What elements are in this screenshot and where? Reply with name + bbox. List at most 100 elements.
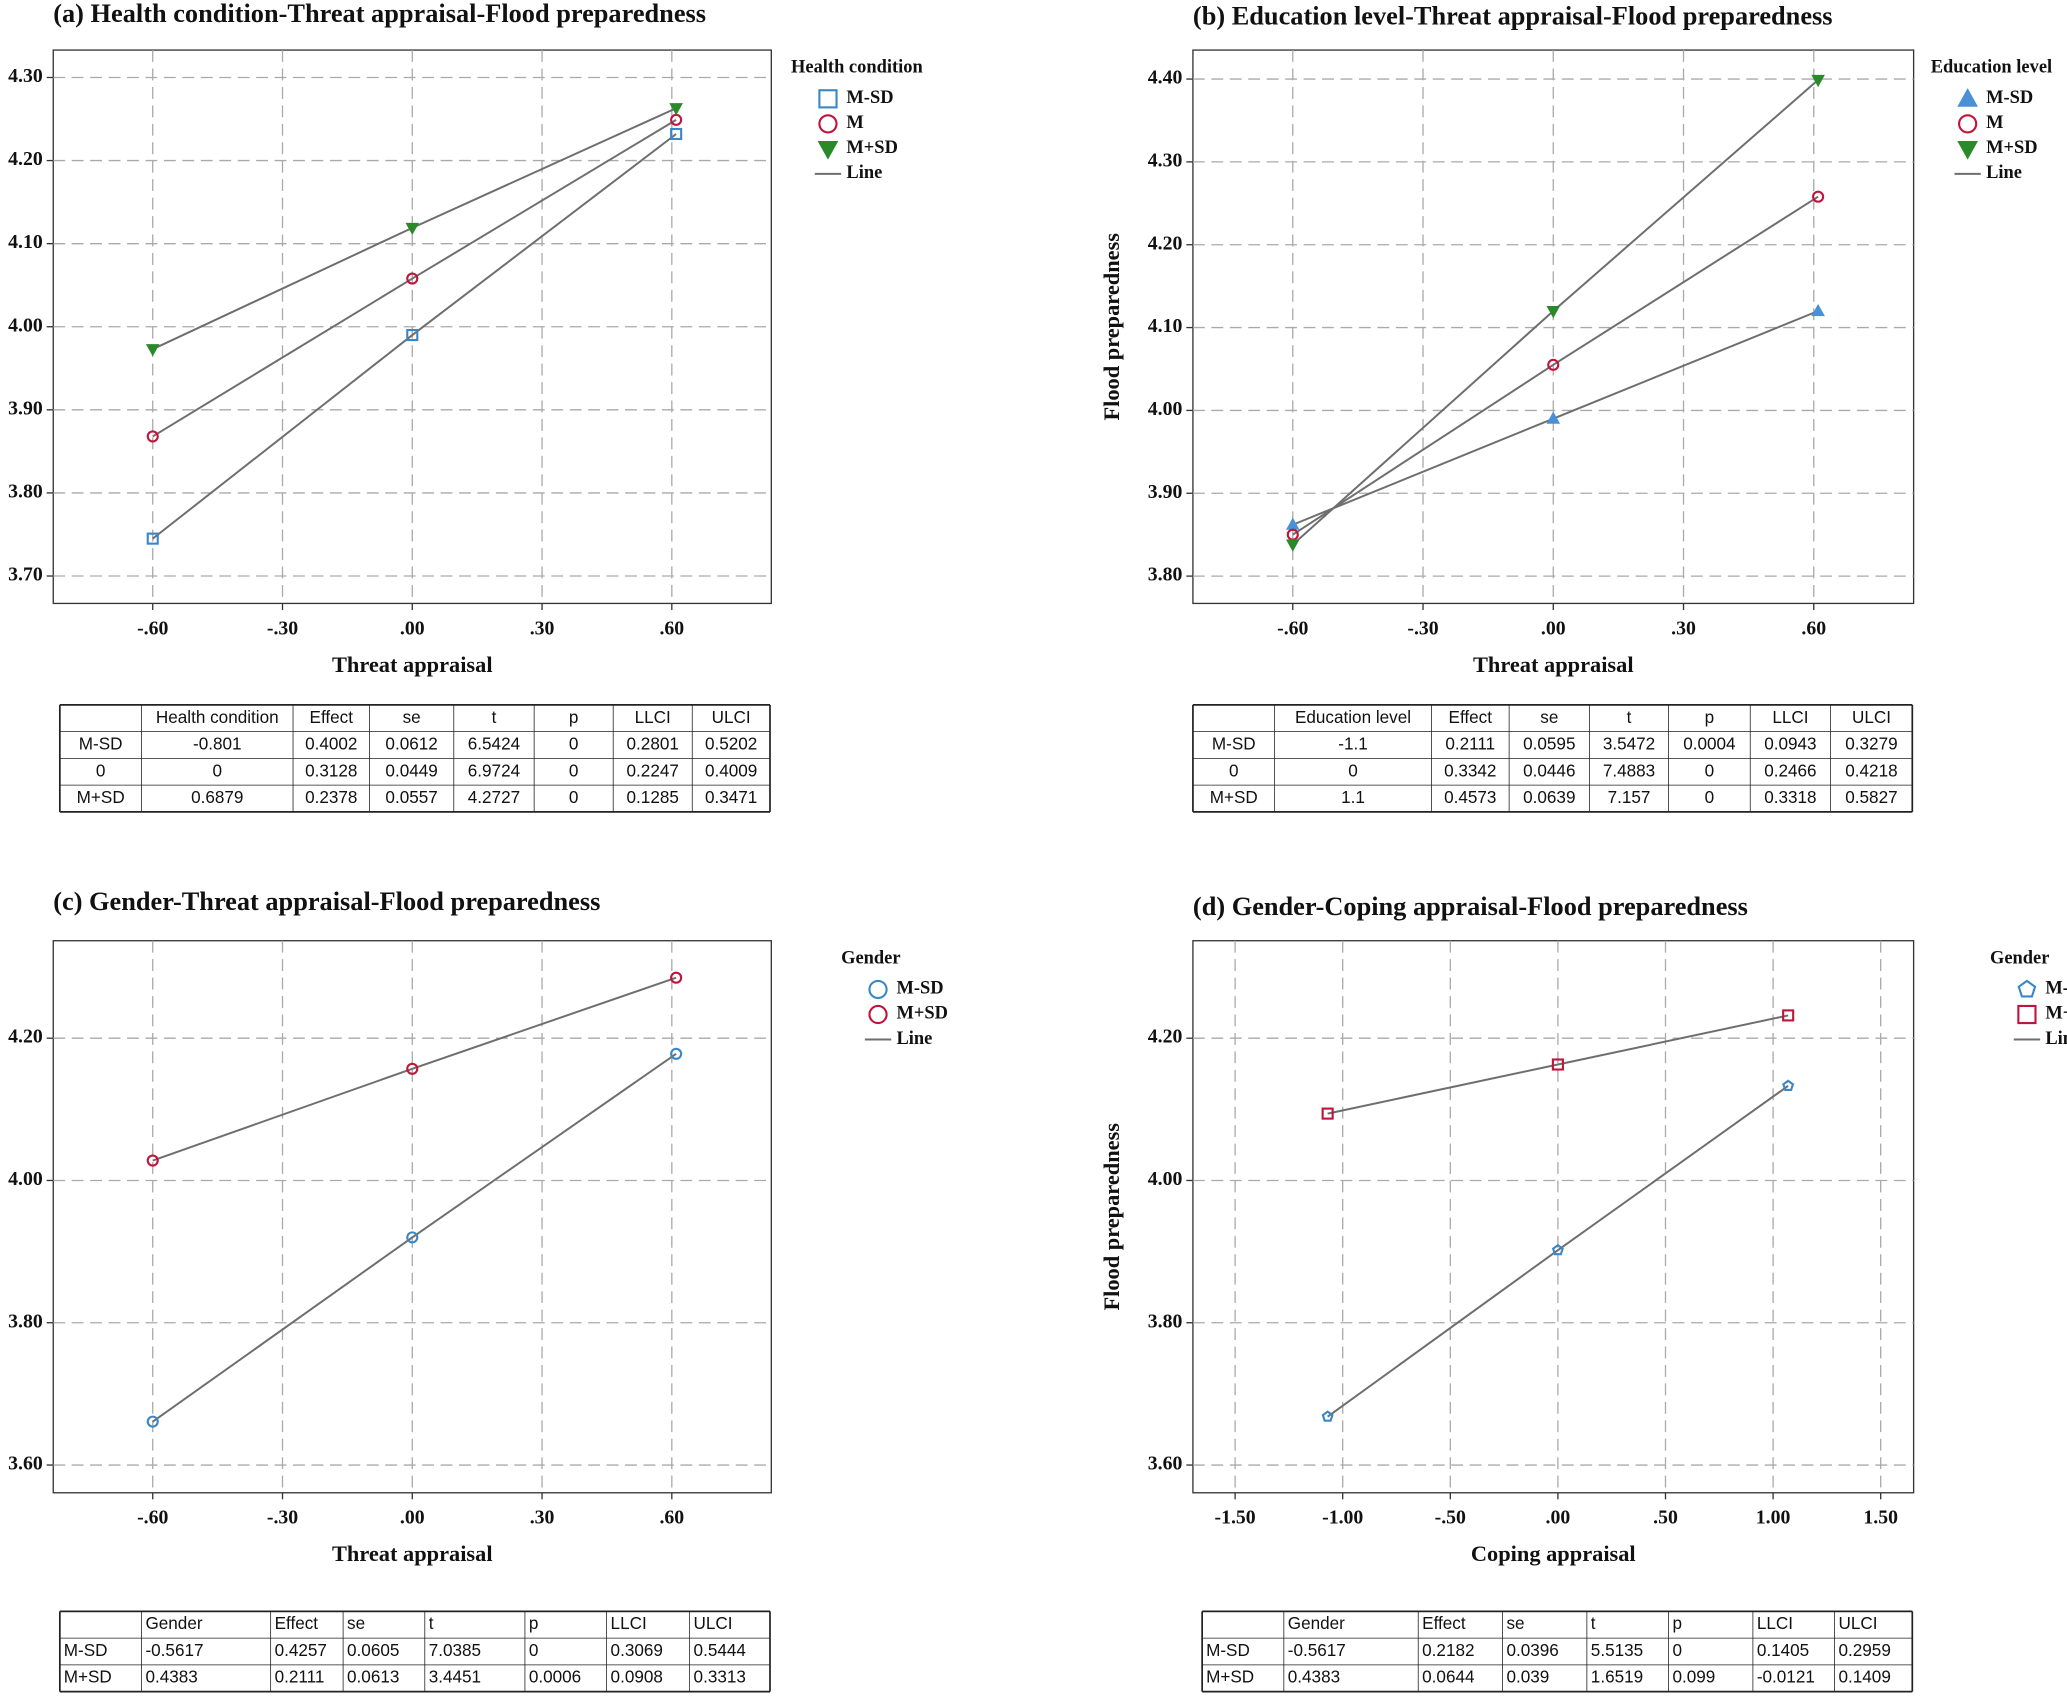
y-tick-label: 4.00 <box>8 314 43 336</box>
data-point <box>1546 305 1561 319</box>
x-tick-label: 1.00 <box>1756 1507 1791 1529</box>
table-cell: 0.2111 <box>1445 735 1495 754</box>
table-cell: 0.2111 <box>275 1668 325 1687</box>
table-cell: 0.3128 <box>305 761 357 780</box>
table-cell: 7.4883 <box>1603 761 1655 780</box>
table-header: LLCI <box>1757 1614 1793 1633</box>
table-cell: 3.4451 <box>429 1668 481 1687</box>
y-tick-label: 4.10 <box>8 231 43 253</box>
legend-label: M-SD <box>846 87 893 107</box>
chart-title: (b) Education level-Threat appraisal-Flo… <box>1193 1 1833 30</box>
x-tick-label: -.30 <box>1407 617 1438 639</box>
y-tick-label: 3.90 <box>1148 481 1183 503</box>
table-cell: M-SD <box>64 1641 108 1660</box>
data-point <box>1321 1410 1334 1422</box>
data-point <box>1811 303 1825 317</box>
data-point <box>146 532 159 545</box>
x-tick-label: -.30 <box>267 617 298 639</box>
y-tick-label: 4.20 <box>8 148 43 170</box>
table-header: p <box>529 1614 539 1633</box>
x-tick-label: .00 <box>1541 617 1566 639</box>
table-cell: 6.9724 <box>468 761 521 780</box>
table-cell: 0 <box>96 761 106 780</box>
table-cell: 0 <box>213 761 223 780</box>
table-cell: M+SD <box>1210 788 1258 807</box>
table-cell: 0 <box>569 735 579 754</box>
table-cell: 0.3318 <box>1764 788 1816 807</box>
table-cell: -0.0121 <box>1757 1668 1815 1687</box>
data-point <box>670 1047 683 1060</box>
x-tick-label: .00 <box>400 617 425 639</box>
table-cell: 0.6879 <box>191 788 243 807</box>
series-line <box>152 1053 677 1423</box>
table-cell: M-SD <box>1206 1641 1250 1660</box>
table-header: Education level <box>1295 708 1411 727</box>
x-tick-label: .60 <box>1801 617 1826 639</box>
table-cell: 0.0595 <box>1523 735 1575 754</box>
y-tick-label: 3.60 <box>1148 1453 1183 1475</box>
y-tick-label: 3.90 <box>8 397 43 419</box>
table-cell: 0.2801 <box>627 735 679 754</box>
y-tick-label: 3.80 <box>8 480 43 502</box>
table-cell: 0.0605 <box>347 1641 399 1660</box>
table-header: t <box>1627 708 1632 727</box>
legend-marker <box>818 89 838 109</box>
x-tick-label: .30 <box>530 1507 555 1529</box>
data-point <box>1811 74 1825 88</box>
legend-label: M <box>1986 112 2003 132</box>
legend-title: Health condition <box>791 57 923 77</box>
table-cell: 0.1409 <box>1839 1668 1891 1687</box>
table-cell: 0.0639 <box>1523 788 1575 807</box>
data-point <box>146 1415 159 1428</box>
chart-title: (d) Gender-Coping appraisal-Flood prepar… <box>1193 892 1748 921</box>
y-tick-label: 4.40 <box>1148 67 1183 89</box>
table-cell: 4.2727 <box>468 788 520 807</box>
table-cell: 7.0385 <box>429 1641 481 1660</box>
data-point <box>406 1062 419 1075</box>
table-cell: 0.2466 <box>1764 761 1816 780</box>
x-axis-label: Coping appraisal <box>1471 1541 1636 1566</box>
y-tick-label: 4.20 <box>1148 1026 1183 1048</box>
table-cell: 1.1 <box>1341 788 1365 807</box>
table-cell: 6.5424 <box>468 735 521 754</box>
table-cell: -0.801 <box>193 735 242 754</box>
data-point <box>406 272 419 285</box>
data-point <box>1321 1107 1334 1120</box>
table-cell: 0.0449 <box>385 761 437 780</box>
table-cell: 0.3471 <box>705 788 757 807</box>
x-tick-label: -1.50 <box>1215 1507 1256 1529</box>
table-cell: 0.0004 <box>1683 735 1736 754</box>
table-cell: 0.0396 <box>1506 1641 1558 1660</box>
legend-marker <box>817 140 839 160</box>
chart-title: (a) Health condition-Threat appraisal-Fl… <box>53 0 706 28</box>
table-cell: 0.4383 <box>1288 1668 1340 1687</box>
table-cell: 0 <box>569 788 579 807</box>
table-cell: 0.039 <box>1506 1668 1549 1687</box>
table-header: t <box>1591 1614 1596 1633</box>
x-axis-label: Threat appraisal <box>1473 652 1634 677</box>
legend-marker <box>818 114 838 134</box>
table-cell: 0.2247 <box>627 761 679 780</box>
x-tick-label: .50 <box>1653 1507 1678 1529</box>
legend-label: M-SD <box>2045 978 2067 998</box>
table-cell: 7.157 <box>1608 788 1651 807</box>
table-cell: 0.0908 <box>611 1668 663 1687</box>
table-header: Effect <box>275 1614 319 1633</box>
y-tick-label: 4.00 <box>1148 398 1183 420</box>
legend-marker <box>2017 1004 2037 1025</box>
data-point <box>1547 358 1560 371</box>
data-point <box>1285 517 1300 530</box>
table-cell: 5.5135 <box>1591 1641 1643 1660</box>
table-cell: 0 <box>1229 761 1239 780</box>
table-cell: 0.3279 <box>1845 735 1897 754</box>
x-tick-label: .30 <box>1671 617 1696 639</box>
legend-label: Line <box>1986 162 2022 182</box>
legend-label: Line <box>2045 1028 2067 1048</box>
x-axis-label: Threat appraisal <box>332 1541 493 1566</box>
table-cell: 0.4257 <box>275 1641 327 1660</box>
series-line <box>1327 1085 1789 1418</box>
series-line <box>152 119 677 438</box>
table-header: t <box>492 708 497 727</box>
table-header: se <box>1540 708 1558 727</box>
